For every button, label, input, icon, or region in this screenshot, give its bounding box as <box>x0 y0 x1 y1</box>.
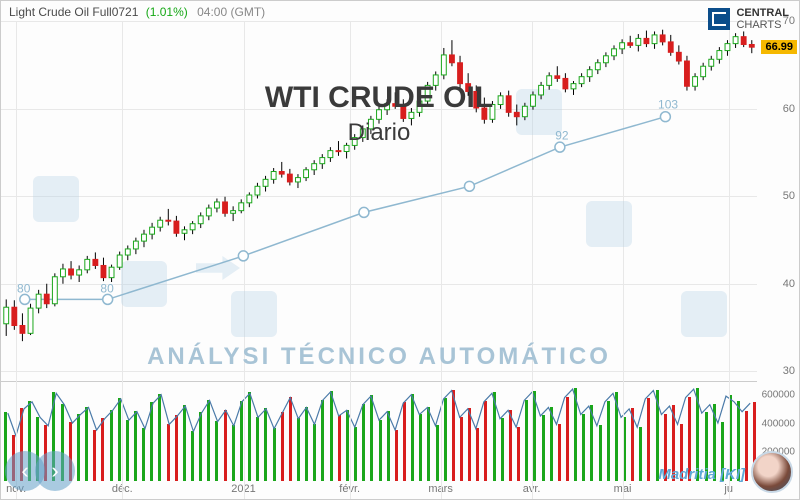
logo-text: CENTRAL CHARTS <box>736 7 789 31</box>
timestamp: 04:00 (GMT) <box>197 5 265 19</box>
logo-icon <box>708 8 730 30</box>
nav-controls: ‹ › <box>5 451 65 491</box>
chart-header: Light Crude Oil Full0721 (1.01%) 04:00 (… <box>9 5 265 19</box>
volume-tick-label: 600000 <box>762 390 795 401</box>
y-tick-label: 40 <box>783 278 795 290</box>
pct-change: (1.01%) <box>146 5 188 19</box>
price-panel[interactable]: 808092103 <box>1 21 757 369</box>
brand-logo[interactable]: CENTRAL CHARTS <box>708 7 789 31</box>
nav-next-button[interactable]: › <box>35 451 75 491</box>
candlestick-series <box>1 21 757 369</box>
user-avatar[interactable] <box>751 451 793 493</box>
volume-tick-label: 400000 <box>762 418 795 429</box>
logo-line2: CHARTS <box>736 19 789 31</box>
x-axis: nov.déc.2021févr.marsavr.maiju <box>1 483 757 497</box>
ticker-name: Light Crude Oil Full0721 <box>9 5 138 19</box>
chart-container: Light Crude Oil Full0721 (1.01%) 04:00 (… <box>0 0 800 500</box>
y-tick-label: 30 <box>783 365 795 377</box>
current-price-tag: 66.99 <box>761 40 797 54</box>
logo-line1: CENTRAL <box>736 7 789 19</box>
volume-panel[interactable] <box>1 381 757 481</box>
y-tick-label: 50 <box>783 190 795 202</box>
price-y-axis: 304050607066.99 <box>759 21 799 369</box>
username-label: Madritia [KI] <box>658 466 745 483</box>
y-tick-label: 60 <box>783 103 795 115</box>
